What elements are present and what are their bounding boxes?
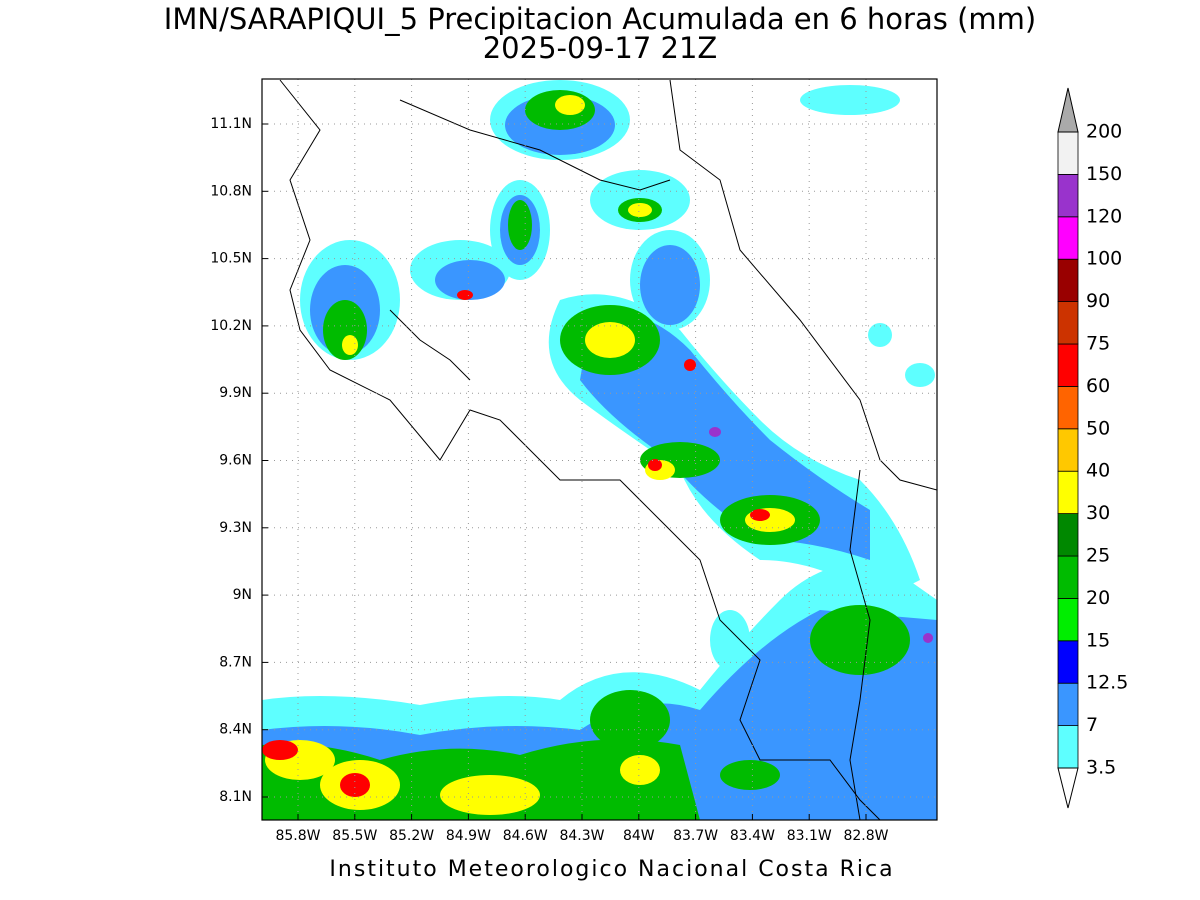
colorbar-label: 30 <box>1086 502 1110 524</box>
subtitle: 2025-09-17 21Z <box>483 31 718 65</box>
colorbar-label: 120 <box>1086 205 1122 227</box>
colorbar-box <box>1057 555 1079 599</box>
colorbar-label: 40 <box>1086 460 1110 482</box>
colorbar-box <box>1057 216 1079 260</box>
lat-label: 9.3N <box>219 520 252 536</box>
colorbar-label: 200 <box>1086 121 1122 143</box>
lon-label: 85.2W <box>389 828 434 844</box>
colorbar-under <box>1057 767 1079 809</box>
lon-label: 82.8W <box>843 828 888 844</box>
colorbar-box <box>1057 343 1079 387</box>
lat-label: 8.7N <box>219 654 252 670</box>
lon-label: 84.3W <box>559 828 604 844</box>
colorbar-label: 100 <box>1086 248 1122 270</box>
colorbar-box <box>1057 598 1079 642</box>
colorbar-box <box>1057 470 1079 515</box>
colorbar-label: 75 <box>1086 333 1110 355</box>
lat-label: 9.9N <box>219 385 252 401</box>
colorbar-label: 3.5 <box>1086 757 1116 779</box>
colorbar-over <box>1057 87 1079 133</box>
lat-label: 9N <box>233 587 252 603</box>
lat-label: 9.6N <box>219 453 252 469</box>
colorbar-label: 150 <box>1086 163 1122 185</box>
lat-label: 10.8N <box>210 183 252 199</box>
colorbar: 3.5 7 12.5 15 20 25 30 40 50 60 75 90 100 120 150 200 <box>1057 87 1128 809</box>
colorbar-box <box>1057 385 1079 430</box>
colorbar-label: 25 <box>1086 545 1110 567</box>
colorbar-box <box>1057 301 1079 345</box>
precipitation-field <box>262 80 937 820</box>
lat-label: 10.2N <box>210 318 252 334</box>
colorbar-box <box>1057 640 1079 684</box>
lon-label: 83.1W <box>787 828 832 844</box>
colorbar-label: 12.5 <box>1086 672 1128 694</box>
colorbar-label: 50 <box>1086 417 1110 439</box>
lat-label: 11.1N <box>210 116 252 132</box>
colorbar-label: 15 <box>1086 629 1110 651</box>
colorbar-box <box>1057 682 1079 727</box>
lon-label: 84.9W <box>446 828 491 844</box>
lon-label: 85.8W <box>275 828 320 844</box>
lat-label: 8.1N <box>219 789 252 805</box>
colorbar-box <box>1057 513 1079 557</box>
lon-label: 84.6W <box>503 828 548 844</box>
colorbar-box <box>1057 131 1079 175</box>
lat-label: 8.4N <box>219 722 252 738</box>
lat-label: 10.5N <box>210 251 252 267</box>
colorbar-box <box>1057 428 1079 472</box>
colorbar-box <box>1057 173 1079 218</box>
colorbar-label: 90 <box>1086 290 1110 312</box>
colorbar-box <box>1057 725 1079 769</box>
title: IMN/SARAPIQUI_5 Precipitacion Acumulada … <box>164 2 1036 36</box>
colorbar-box <box>1057 258 1079 303</box>
colorbar-label: 7 <box>1086 714 1098 736</box>
lon-label: 83.7W <box>673 828 718 844</box>
graticule: 85.8W 85.5W 85.2W 84.9W 84.6W 84.3W 84W 83.7W 83… <box>210 79 937 844</box>
footer: Instituto Meteorologico Nacional Costa R… <box>329 857 894 882</box>
plot-frame <box>261 78 938 821</box>
lon-label: 85.5W <box>332 828 377 844</box>
colorbar-label: 20 <box>1086 587 1110 609</box>
colorbar-label: 60 <box>1086 375 1110 397</box>
lon-label: 84W <box>623 828 655 844</box>
coastlines <box>279 79 937 820</box>
lon-label: 83.4W <box>730 828 775 844</box>
